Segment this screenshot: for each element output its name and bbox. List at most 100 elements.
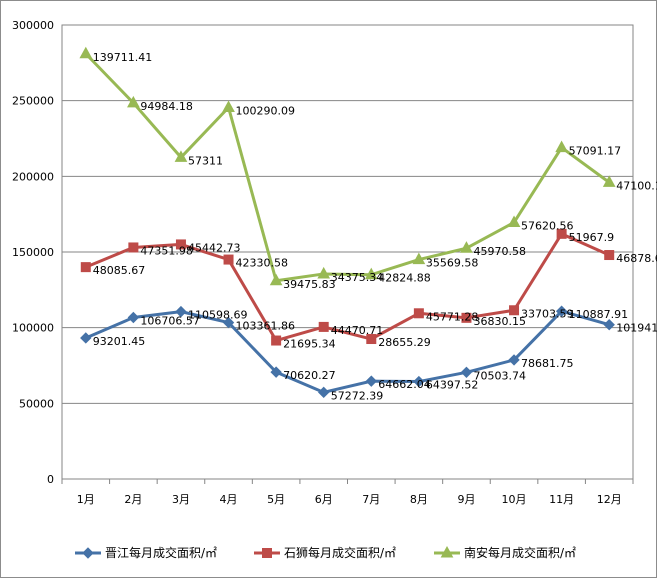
data-label: 103361.86 xyxy=(236,320,296,333)
data-label: 21695.34 xyxy=(283,338,336,351)
x-tick-label: 6月 xyxy=(315,493,333,506)
data-point-marker xyxy=(555,305,568,317)
data-point-marker xyxy=(509,305,520,316)
x-tick-label: 5月 xyxy=(267,493,285,506)
data-label: 57311 xyxy=(188,154,223,167)
data-point-marker xyxy=(318,386,330,399)
data-label: 70620.27 xyxy=(283,369,336,382)
data-label: 64397.52 xyxy=(426,379,479,392)
data-label: 106706.57 xyxy=(140,315,200,328)
legend-item: 石狮每月成交面积/㎡ xyxy=(254,545,396,560)
data-label: 93201.45 xyxy=(93,335,145,348)
data-label: 78681.75 xyxy=(521,357,574,370)
data-point-marker xyxy=(461,312,472,323)
data-label: 57091.17 xyxy=(569,145,622,158)
data-point-marker xyxy=(128,242,139,253)
data-label: 45970.58 xyxy=(473,245,526,258)
data-point-marker xyxy=(175,239,186,250)
series-2 xyxy=(80,228,615,346)
x-tick-label: 9月 xyxy=(457,493,475,506)
data-point-marker xyxy=(175,305,187,318)
series-line xyxy=(85,309,610,394)
data-label: 44470.71 xyxy=(331,324,384,337)
data-point-marker xyxy=(223,254,234,265)
data-point-marker xyxy=(79,46,93,59)
data-label: 42824.88 xyxy=(378,272,431,285)
data-point-marker xyxy=(413,308,424,319)
data-label: 57272.39 xyxy=(331,389,384,402)
data-label: 34375.34 xyxy=(331,271,384,284)
x-tick-label: 12月 xyxy=(597,493,622,506)
series-group xyxy=(79,46,616,399)
data-point-marker xyxy=(174,150,188,162)
data-point-marker xyxy=(602,175,616,187)
data-point-marker xyxy=(364,267,378,280)
data-point-marker xyxy=(440,545,454,558)
data-label: 42330.58 xyxy=(236,257,289,270)
data-point-marker xyxy=(80,332,92,344)
data-label: 64662.04 xyxy=(378,378,431,391)
legend: 晋江每月成交面积/㎡ 石狮每月成交面积/㎡ 南安每月成交面积/㎡ xyxy=(75,545,576,560)
data-point-marker xyxy=(82,547,94,559)
data-label: 47351.98 xyxy=(140,244,193,257)
data-label: 51967.9 xyxy=(569,231,615,244)
data-label: 48085.67 xyxy=(93,264,145,277)
y-tick-label: 100000 xyxy=(12,322,54,335)
series-1 xyxy=(80,305,615,399)
data-label: 46878.62 xyxy=(616,252,657,265)
data-label: 94984.18 xyxy=(140,100,193,113)
series-line xyxy=(84,52,611,283)
data-point-marker xyxy=(366,334,377,345)
x-tick-label: 2月 xyxy=(124,493,142,506)
data-point-marker xyxy=(365,375,377,387)
x-tick-label: 4月 xyxy=(220,493,238,506)
legend-item: 南安每月成交面积/㎡ xyxy=(434,545,576,560)
data-point-marker xyxy=(270,366,282,378)
data-point-marker xyxy=(460,366,473,379)
data-point-marker xyxy=(556,228,567,239)
legend-label: 南安每月成交面积/㎡ xyxy=(464,545,576,560)
y-tick-label: 250000 xyxy=(12,95,54,108)
data-point-marker xyxy=(604,250,615,261)
data-label: 100290.09 xyxy=(236,104,296,117)
data-label: 39475.83 xyxy=(283,278,336,291)
data-point-marker xyxy=(127,311,140,324)
legend-item: 晋江每月成交面积/㎡ xyxy=(75,545,217,560)
x-tick-label: 11月 xyxy=(549,493,574,506)
data-point-marker xyxy=(413,375,425,388)
y-axis: 0 50000 100000 150000 200000 250000 300000 xyxy=(12,19,54,486)
data-label: 110887.91 xyxy=(569,308,629,321)
data-point-marker xyxy=(460,241,473,253)
data-point-marker xyxy=(508,354,520,366)
data-label: 101941.37 xyxy=(616,322,657,335)
x-tick-label: 3月 xyxy=(172,493,190,506)
data-label: 45771.28 xyxy=(426,310,479,323)
data-point-marker xyxy=(603,319,615,331)
data-label: 70503.74 xyxy=(473,369,526,382)
y-tick-label: 200000 xyxy=(12,170,54,183)
x-tick-label: 7月 xyxy=(362,493,380,506)
y-tick-label: 150000 xyxy=(12,246,54,259)
data-label: 139711.41 xyxy=(93,51,152,64)
data-label: 35569.58 xyxy=(426,257,479,270)
data-point-marker xyxy=(222,316,235,329)
series-line xyxy=(85,232,610,343)
data-point-marker xyxy=(262,548,272,558)
data-point-marker xyxy=(555,140,568,153)
series-3 xyxy=(79,46,616,286)
data-point-marker xyxy=(222,100,235,112)
data-label: 57620.56 xyxy=(521,219,574,232)
data-point-marker xyxy=(269,273,283,286)
legend-label: 晋江每月成交面积/㎡ xyxy=(105,545,217,560)
data-point-marker xyxy=(318,321,329,332)
x-tick-label: 8月 xyxy=(410,493,428,506)
legend-label: 石狮每月成交面积/㎡ xyxy=(284,545,396,560)
data-point-marker xyxy=(412,252,426,265)
data-point-marker xyxy=(80,262,91,273)
data-label: 33703.59 xyxy=(521,307,574,320)
x-tick-label: 10月 xyxy=(502,493,527,506)
data-label: 45442.73 xyxy=(188,241,241,254)
data-label: 28655.29 xyxy=(378,336,431,349)
